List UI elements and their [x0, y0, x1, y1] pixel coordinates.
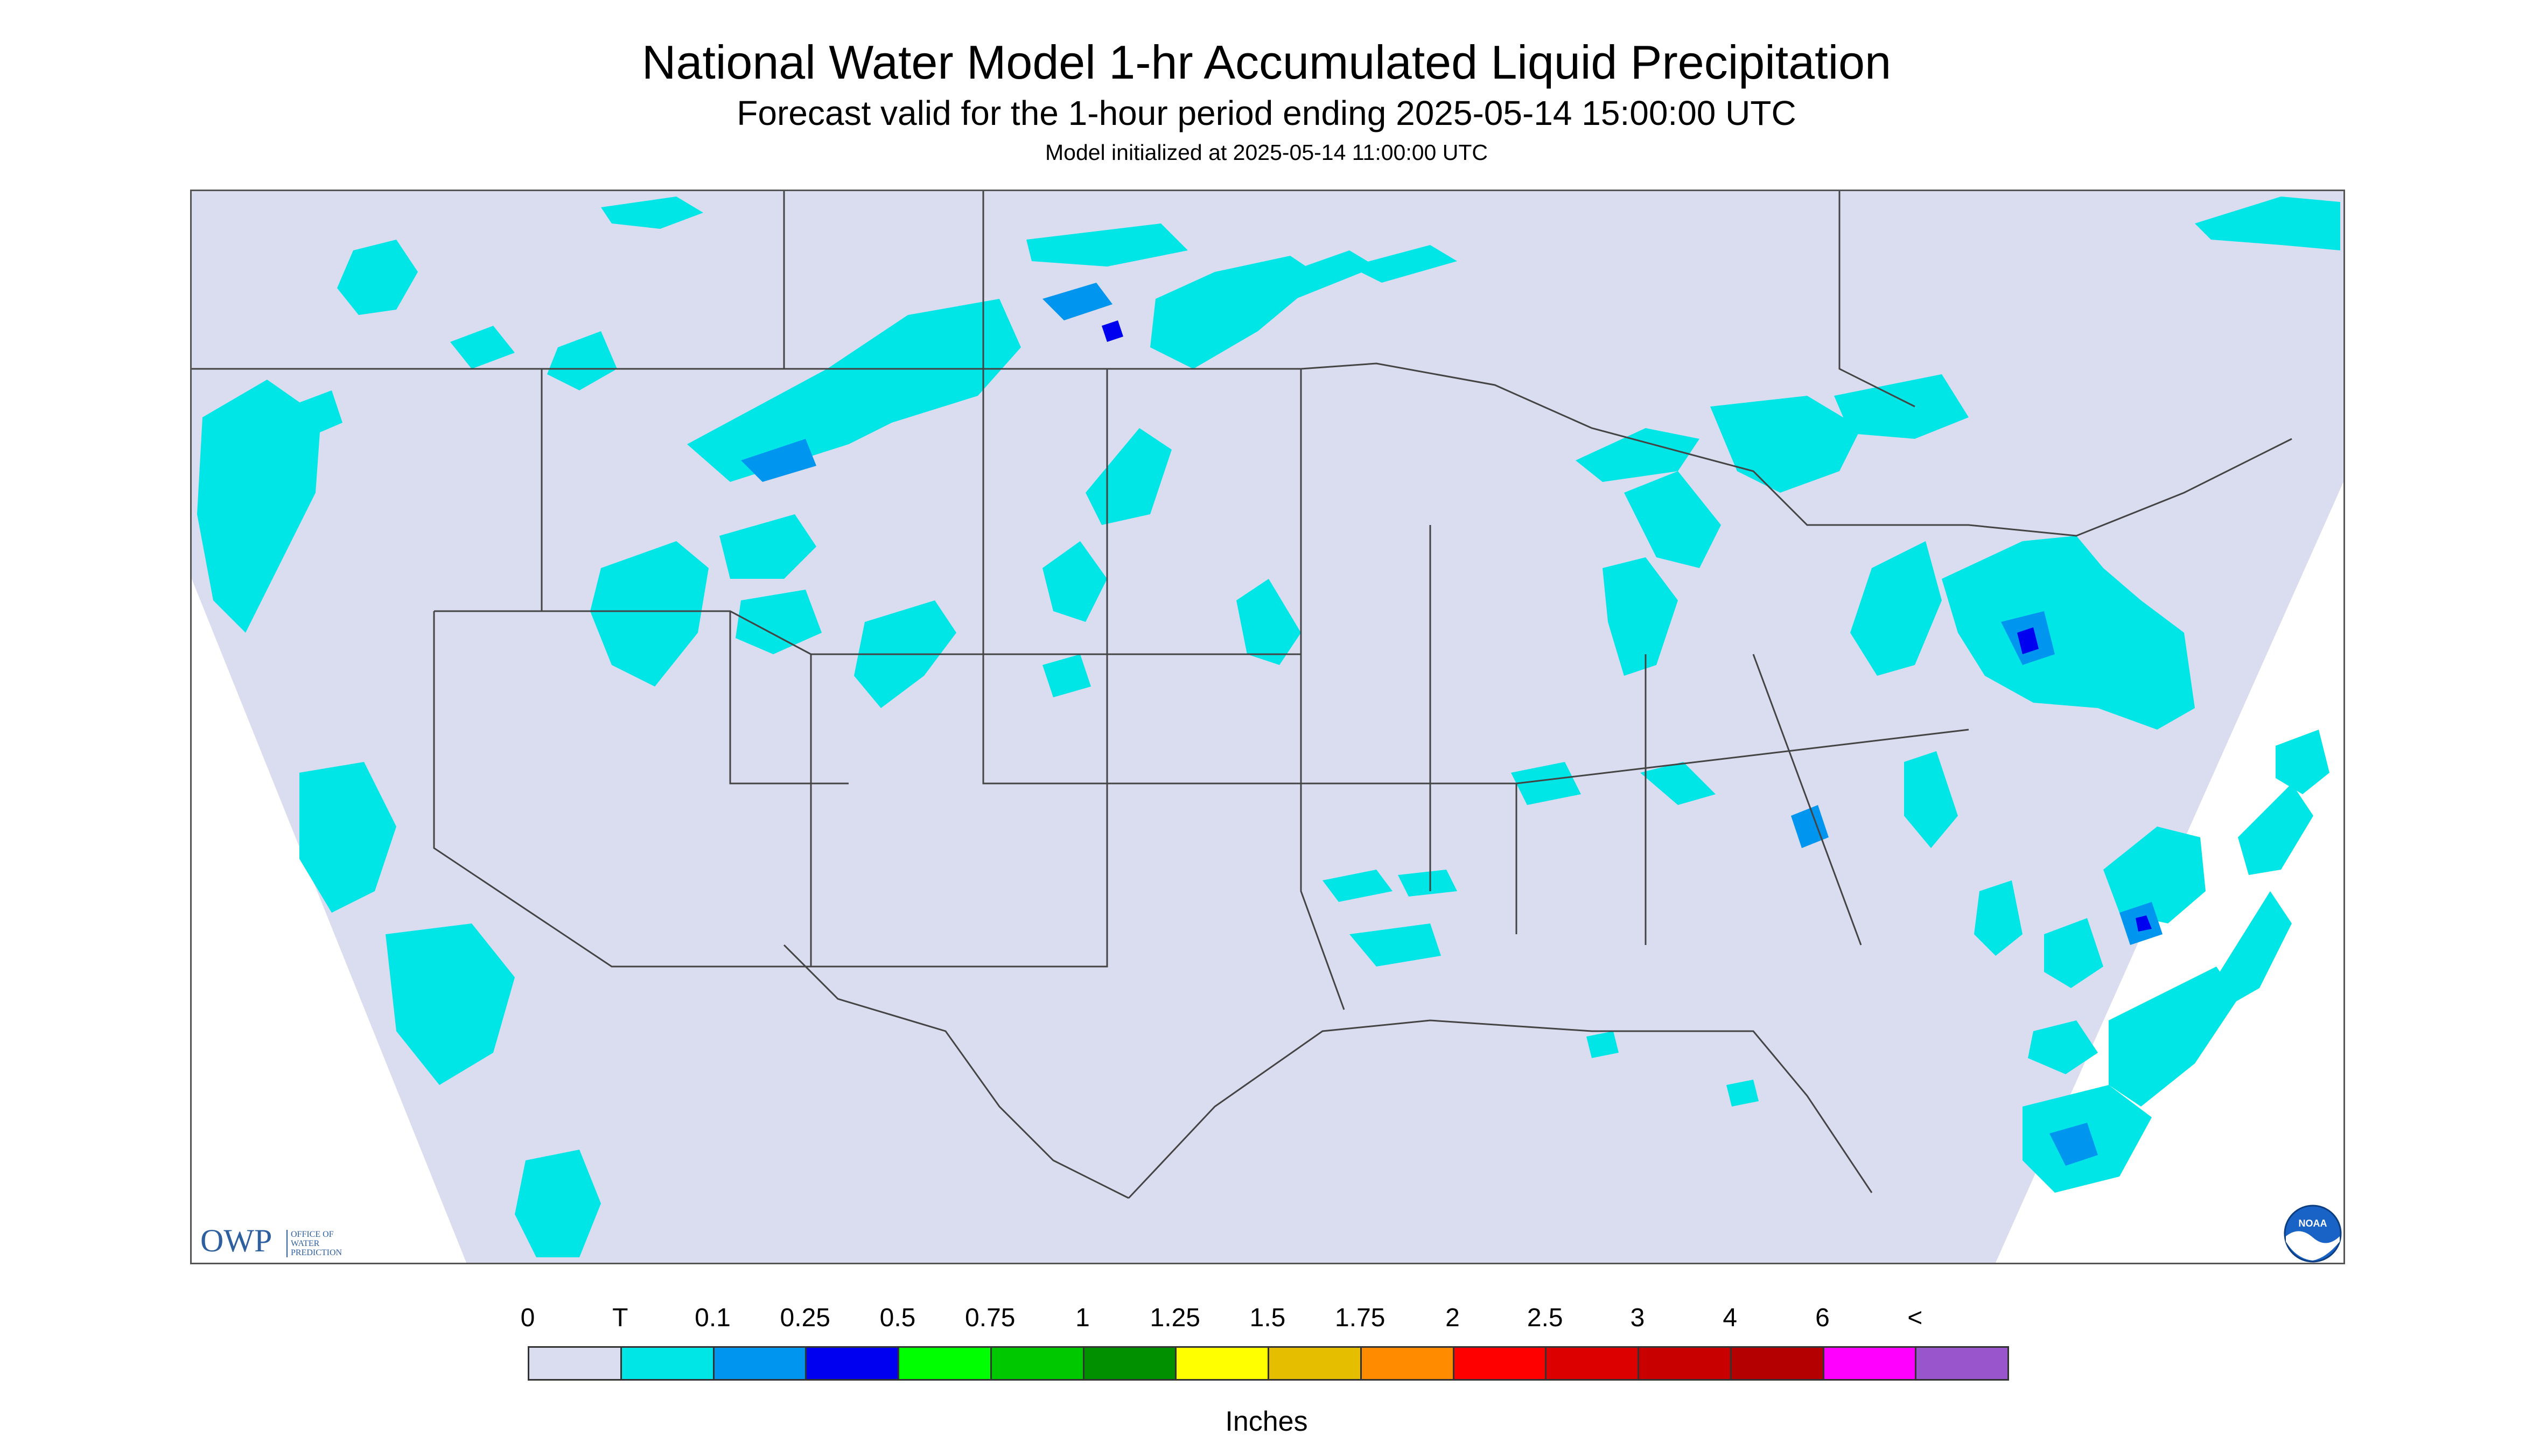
legend-tick-label: 0: [520, 1304, 535, 1332]
legend-bin: [1730, 1346, 1824, 1381]
legend-bin: [1268, 1346, 1362, 1381]
legend-tick-label: 0.25: [780, 1304, 830, 1332]
model-domain: [192, 191, 2343, 1263]
legend-bin: [1175, 1346, 1269, 1381]
legend-tick-label: 0.1: [695, 1304, 731, 1332]
legend-tick-label: T: [612, 1304, 628, 1332]
legend-bin: [990, 1346, 1084, 1381]
boundary-lines: [192, 191, 2292, 1199]
legend-bin: [1360, 1346, 1454, 1381]
legend-tick-label: 1.5: [1249, 1304, 1286, 1332]
legend-bin: [712, 1346, 807, 1381]
legend-bin: [528, 1346, 622, 1381]
model-init-line: Model initialized at 2025-05-14 11:00:00…: [1045, 140, 1488, 165]
legend-bin: [1082, 1346, 1177, 1381]
owp-logo-letters: OWP: [200, 1223, 272, 1258]
owp-logo: OWP OFFICE OF WATER PREDICTION: [200, 1223, 373, 1259]
legend-tick-label: 3: [1630, 1304, 1645, 1332]
precip-moderate-areas: [741, 283, 2163, 1166]
color-legend: [528, 1346, 2009, 1389]
legend-bin: [1915, 1346, 2009, 1381]
legend-tick-label: 0.5: [879, 1304, 916, 1332]
precip-trace-areas: [197, 197, 2340, 1257]
legend-bin: [1452, 1346, 1547, 1381]
legend-bin: [620, 1346, 715, 1381]
legend-tick-label: 6: [1815, 1304, 1830, 1332]
legend-tick-label: 2.5: [1527, 1304, 1563, 1332]
legend-tick-label: 0.75: [965, 1304, 1016, 1332]
legend-tick-label: 1: [1075, 1304, 1090, 1332]
legend-bin: [1545, 1346, 1639, 1381]
owp-line-1: OFFICE OF: [291, 1230, 334, 1239]
noaa-logo-text: NOAA: [2299, 1218, 2327, 1229]
owp-line-2: WATER: [291, 1239, 320, 1248]
owp-line-3: PREDICTION: [291, 1248, 342, 1257]
noaa-logo: NOAA: [2284, 1205, 2342, 1263]
owp-logo-text: OFFICE OF WATER PREDICTION: [286, 1230, 342, 1257]
legend-bin: [805, 1346, 899, 1381]
chart-title: National Water Model 1-hr Accumulated Li…: [641, 36, 1892, 89]
precip-heavy-areas: [1102, 320, 2152, 932]
legend-tick-label: 4: [1723, 1304, 1738, 1332]
legend-tick-label: 1.25: [1150, 1304, 1200, 1332]
legend-bin: [898, 1346, 992, 1381]
legend-tick-label: <: [1907, 1304, 1923, 1332]
map-svg: [192, 191, 2343, 1263]
legend-bin: [1822, 1346, 1917, 1381]
legend-units: Inches: [1225, 1406, 1308, 1437]
legend-bin: [1638, 1346, 1732, 1381]
legend-tick-label: 2: [1445, 1304, 1460, 1332]
chart-subtitle: Forecast valid for the 1-hour period end…: [737, 94, 1796, 132]
legend-tick-label: 1.75: [1335, 1304, 1386, 1332]
precipitation-map: [190, 190, 2345, 1264]
